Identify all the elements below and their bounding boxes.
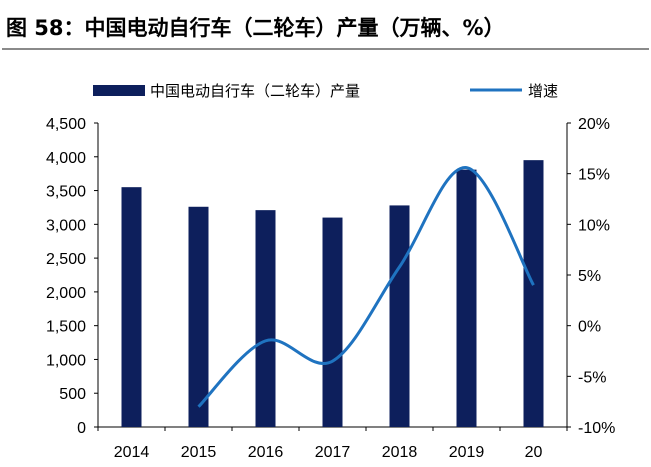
y-left-tick-label: 0 — [77, 420, 86, 437]
bar-2020 — [523, 160, 544, 427]
y-left-tick-label: 2,000 — [46, 285, 86, 302]
x-tick-label: 2017 — [315, 444, 351, 461]
bar-2016 — [255, 210, 276, 427]
y-right-tick-label: 5% — [578, 268, 601, 285]
y-right-tick-label: -10% — [578, 420, 615, 437]
y-left-tick-label: 4,000 — [46, 150, 86, 167]
legend-line-label: 增速 — [528, 82, 558, 100]
x-tick-label: 20 — [525, 444, 543, 461]
figure-header: 图 58：中国电动自行车（二轮车）产量（万辆、%） — [0, 0, 651, 50]
x-tick-label: 2014 — [114, 444, 150, 461]
y-right-tick-label: 10% — [578, 217, 610, 234]
y-left-tick-label: 1,500 — [46, 319, 86, 336]
bar-2015 — [188, 206, 209, 427]
bar-2014 — [121, 187, 142, 427]
x-tick-label: 2015 — [181, 444, 217, 461]
x-tick-label: 2016 — [248, 444, 284, 461]
y-left-tick-label: 4,500 — [46, 116, 86, 133]
bar-2019 — [456, 169, 477, 427]
x-tick-label: 2018 — [382, 444, 418, 461]
figure-title: 图 58：中国电动自行车（二轮车）产量（万辆、%） — [6, 16, 505, 40]
legend-bar-label: 中国电动自行车（二轮车）产量 — [150, 82, 360, 100]
growth-line — [197, 166, 535, 408]
bar-2017 — [322, 217, 343, 427]
title-divider — [2, 48, 649, 50]
y-left-tick-label: 2,500 — [46, 251, 86, 268]
x-tick-label: 2019 — [449, 444, 485, 461]
y-left-tick-label: 3,500 — [46, 184, 86, 201]
y-right-tick-label: -5% — [578, 369, 606, 386]
y-left-tick-label: 1,000 — [46, 352, 86, 369]
legend-bar-swatch — [93, 85, 145, 96]
y-right-tick-label: 20% — [578, 116, 610, 133]
y-right-tick-label: 0% — [578, 319, 601, 336]
bar-2018 — [389, 205, 410, 427]
plot-area: 0 500 1,000 1,500 2,000 2,500 3,000 3,500 4,000 4… — [46, 116, 615, 461]
chart-legend: 中国电动自行车（二轮车）产量 增速 — [93, 82, 558, 100]
y-left-tick-label: 500 — [59, 386, 86, 403]
y-right-tick-label: 15% — [578, 167, 610, 184]
y-left-tick-label: 3,000 — [46, 217, 86, 234]
